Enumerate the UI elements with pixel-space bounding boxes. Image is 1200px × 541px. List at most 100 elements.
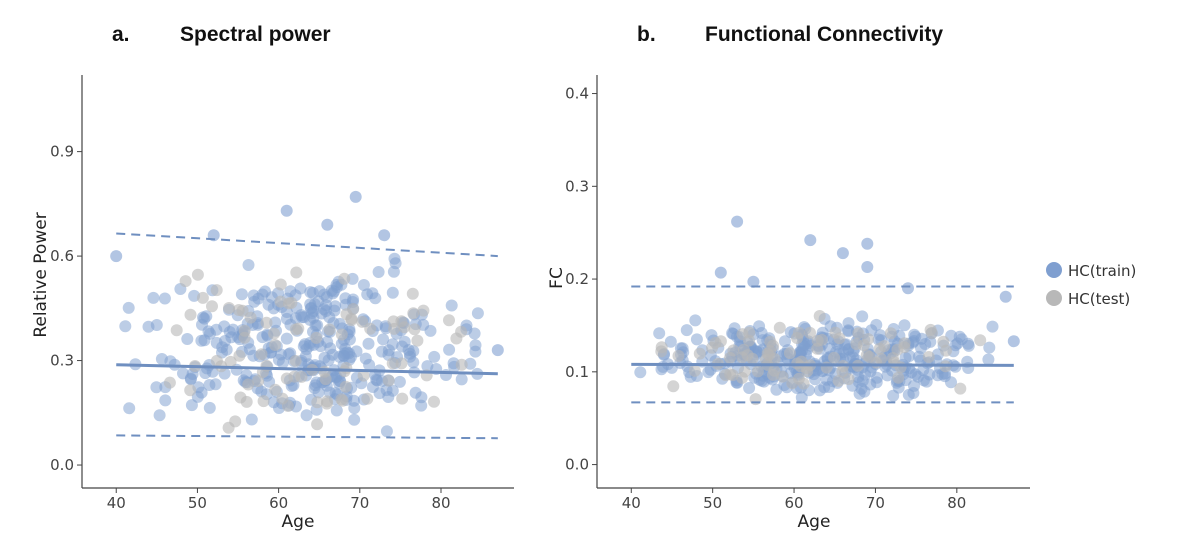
train-point xyxy=(150,381,163,394)
test-point xyxy=(361,392,374,405)
test-point xyxy=(783,347,796,360)
test-point xyxy=(338,272,351,285)
panel-b-axes: 40 50 60 70 80 0.0 0.1 0.2 0.3 0.4 xyxy=(565,75,1030,512)
train-point xyxy=(962,337,975,350)
test-point xyxy=(417,304,430,317)
test-point xyxy=(288,370,301,383)
panel-a-lines xyxy=(116,232,498,440)
test-point xyxy=(290,266,303,279)
test-point xyxy=(257,395,270,408)
train-point xyxy=(321,336,334,348)
train-point xyxy=(377,333,390,346)
y-tick-label: 0.1 xyxy=(565,363,589,381)
test-point xyxy=(292,322,305,335)
train-point xyxy=(923,368,936,381)
train-point xyxy=(289,312,302,325)
train-point xyxy=(323,311,336,324)
test-point xyxy=(655,345,668,358)
train-point xyxy=(349,190,362,203)
panel-a-title: Spectral power xyxy=(180,23,331,46)
train-point xyxy=(380,425,393,438)
test-point xyxy=(319,373,332,386)
y-tick-label: 0.4 xyxy=(565,85,589,103)
test-point xyxy=(786,377,799,390)
test-point xyxy=(709,336,722,349)
test-point xyxy=(281,399,294,412)
test-point xyxy=(764,335,777,348)
train-point xyxy=(804,234,817,247)
train-point xyxy=(982,353,995,366)
train-point xyxy=(870,318,883,331)
panel-a-letter: a. xyxy=(112,23,130,46)
train-point xyxy=(856,374,869,387)
train-point xyxy=(386,384,399,397)
train-point xyxy=(415,391,428,404)
train-point xyxy=(312,386,325,399)
train-point xyxy=(491,344,504,357)
train-point xyxy=(204,327,216,340)
x-tick-label: 80 xyxy=(431,494,450,512)
line-lower xyxy=(116,434,498,440)
test-point xyxy=(724,351,736,364)
test-point xyxy=(320,397,333,410)
test-point xyxy=(797,377,810,390)
train-point xyxy=(393,375,406,388)
train-point xyxy=(220,343,233,356)
test-point xyxy=(878,340,891,353)
train-point xyxy=(363,358,376,371)
train-point xyxy=(280,332,293,345)
test-point xyxy=(884,327,897,340)
train-point xyxy=(853,387,866,400)
test-point xyxy=(407,307,420,320)
test-point xyxy=(232,304,245,316)
train-point xyxy=(726,327,739,340)
y-tick-label: 0.2 xyxy=(565,270,589,288)
test-point xyxy=(791,332,803,344)
train-point xyxy=(949,339,962,352)
train-point xyxy=(153,409,166,422)
train-point xyxy=(731,215,744,228)
test-point xyxy=(387,315,400,328)
train-point xyxy=(680,324,693,337)
train-point xyxy=(280,204,293,217)
train-point xyxy=(903,350,916,362)
y-tick-label: 0.0 xyxy=(50,456,74,474)
train-point xyxy=(110,250,123,263)
train-point xyxy=(269,316,282,329)
train-point xyxy=(898,319,911,332)
y-tick-label: 0.0 xyxy=(565,456,589,474)
train-point xyxy=(747,275,760,288)
train-point xyxy=(357,279,370,291)
train-point xyxy=(223,326,236,338)
panel-b-title: Functional Connectivity xyxy=(705,23,943,46)
panel-a-x-axis-label: Age xyxy=(282,512,315,532)
test-point xyxy=(255,348,268,361)
train-point xyxy=(333,317,346,330)
train-point xyxy=(348,402,361,415)
legend-label-test: HC(test) xyxy=(1068,290,1130,308)
test-point xyxy=(922,351,935,363)
train-point xyxy=(634,366,647,379)
train-point xyxy=(469,339,482,352)
y-tick-label: 0.3 xyxy=(50,352,74,370)
train-point xyxy=(306,286,319,299)
train-point xyxy=(247,289,260,302)
train-point xyxy=(813,384,826,397)
train-point xyxy=(655,363,668,376)
test-point xyxy=(892,371,905,384)
train-point xyxy=(887,389,900,402)
train-point xyxy=(348,413,361,426)
panel-b-lines xyxy=(631,285,1014,404)
x-tick-label: 50 xyxy=(703,494,722,512)
train-point xyxy=(122,301,135,314)
train-point xyxy=(158,292,171,305)
train-point xyxy=(856,310,869,323)
panel-spectral-power: a. Spectral power 40 50 60 70 80 0.0 0.3 0.6 0.9… xyxy=(31,23,514,532)
legend-swatch-test xyxy=(1046,290,1062,306)
test-point xyxy=(289,354,302,367)
train-point xyxy=(861,261,874,273)
test-point xyxy=(804,326,816,339)
test-point xyxy=(357,369,370,382)
train-point xyxy=(280,312,293,325)
